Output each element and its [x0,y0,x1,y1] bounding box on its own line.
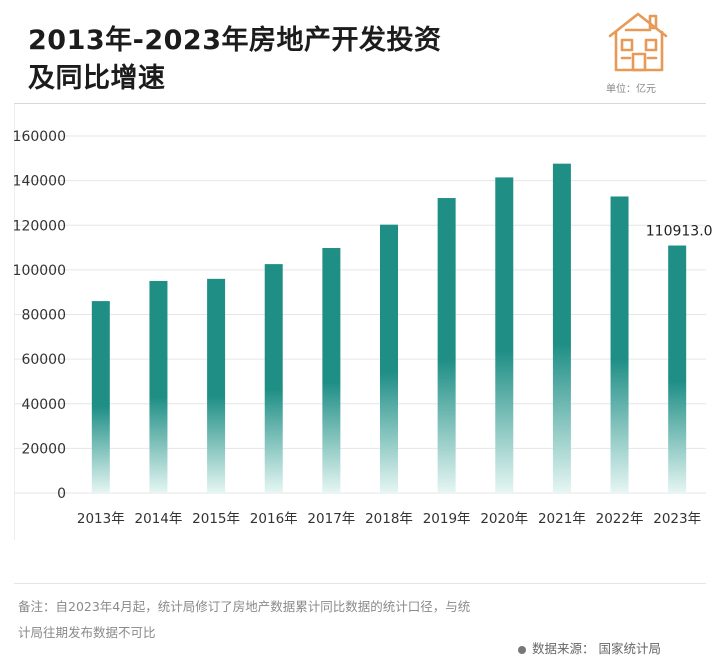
bar [610,196,629,493]
footnote: 备注：自2023年4月起，统计局修订了房地产数据累计同比数据的统计口径，与统 计… [18,594,578,646]
chart-header: 2013年-2023年房地产开发投资 及同比增速 单位：亿元 [0,0,720,105]
grid-lines [14,135,706,494]
x-tick-label: 2016年 [250,511,298,527]
y-tick-label: 20000 [21,441,66,457]
x-tick-label: 2017年 [307,511,355,527]
y-tick-label: 0 [57,486,66,502]
chart-title-line2: 及同比增速 [28,63,166,94]
chart-title: 2013年-2023年房地产开发投资 及同比增速 [28,22,548,98]
y-tick-label: 40000 [21,397,66,413]
x-tick-label: 2013年 [77,511,125,527]
y-tick-label: 100000 [13,263,66,279]
header-divider [14,103,706,104]
bar [149,280,168,493]
y-tick-label: 160000 [13,129,66,145]
footnote-line1: 备注：自2023年4月起，统计局修订了房地产数据累计同比数据的统计口径，与统 [18,599,471,614]
bar [437,198,456,493]
data-source-text: 数据来源： 国家统计局 [532,641,661,656]
y-axis: 0 20000 40000 60000 80000 100000 120000 140000 1… [13,129,66,502]
y-tick-label: 60000 [21,352,66,368]
bar-chart: 0 20000 40000 60000 80000 100000 120000 140000 1… [13,129,713,527]
data-source: 数据来源： 国家统计局 [518,638,718,657]
x-tick-label: 2020年 [480,511,528,527]
footer-divider [14,583,706,584]
x-tick-label: 2018年 [365,511,413,527]
data-label: 110913.0 [646,224,713,240]
house-icon [604,8,676,74]
x-tick-label: 2014年 [135,511,183,527]
bullet-icon [518,645,526,654]
y-tick-label: 80000 [21,308,66,324]
chart-frame [14,104,707,540]
bar [668,245,687,493]
y-tick-label: 140000 [13,174,66,190]
chart-area: 0 20000 40000 60000 80000 100000 120000 140000 1… [0,104,720,542]
footnote-line2: 计局往期发布数据不可比 [18,625,156,640]
x-tick-label: 2019年 [423,511,471,527]
y-tick-label: 120000 [13,218,66,234]
x-axis: 2013年 2014年 2015年 2016年 2017年 2018年 2019年 2020年… [77,511,701,527]
bar [264,264,283,493]
bars [91,163,687,494]
bar [495,177,514,493]
x-tick-label: 2022年 [596,511,644,527]
x-tick-label: 2021年 [538,511,586,527]
bar [322,248,341,493]
bar [552,163,571,494]
x-tick-label: 2015年 [192,511,240,527]
bar [91,301,110,493]
unit-label: 单位：亿元 [606,84,656,95]
chart-title-line1: 2013年-2023年房地产开发投资 [28,25,442,56]
bar [207,278,226,493]
bar [380,224,398,493]
x-tick-label: 2023年 [653,511,701,527]
data-labels: 110913.0 [646,224,713,240]
